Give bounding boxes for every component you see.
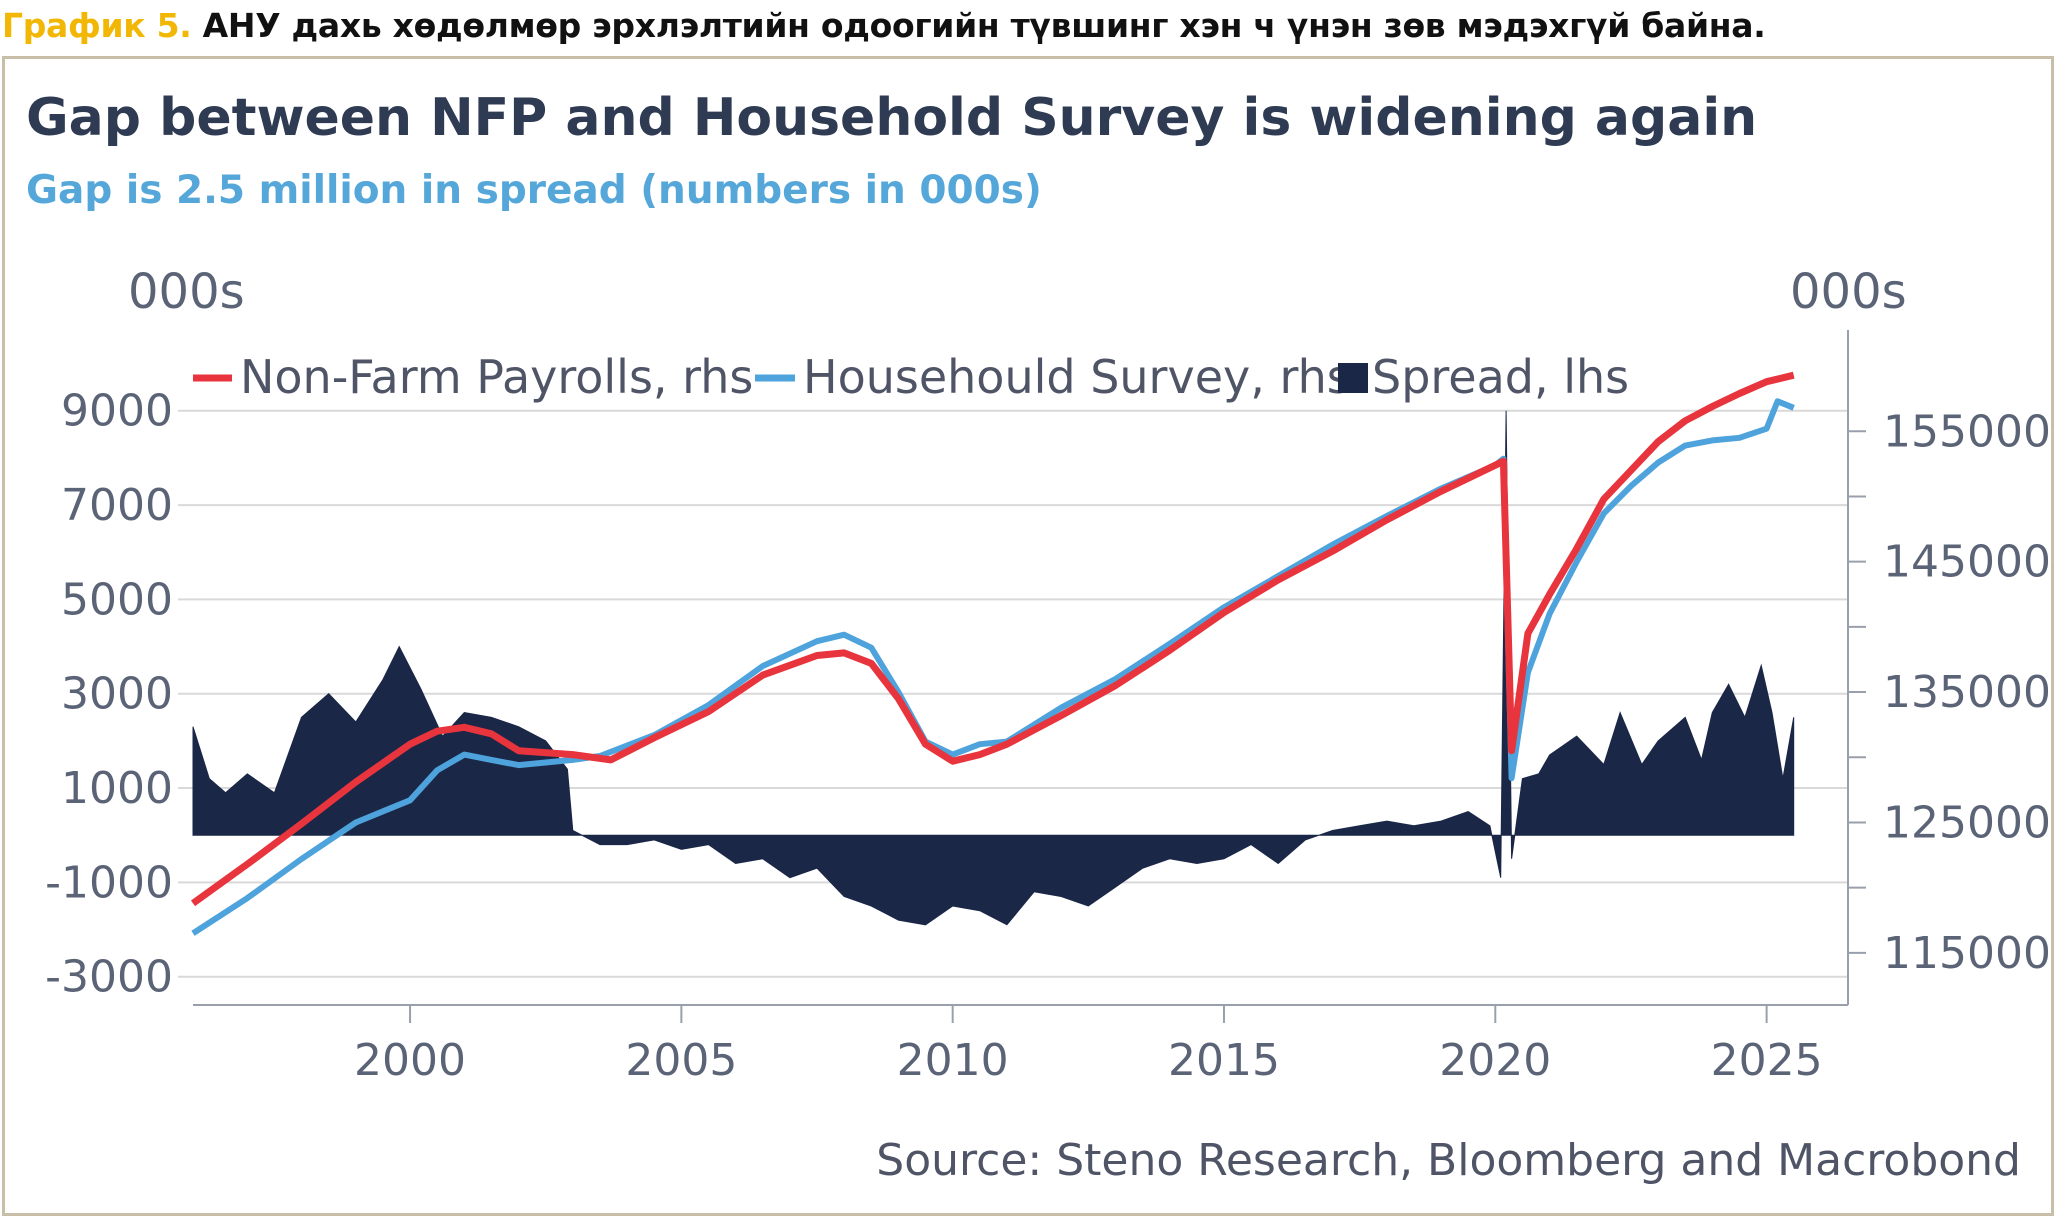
legend-label-household: Househould Survey, rhs [803,350,1351,404]
household-survey-line [191,398,1795,936]
legend-label-nfp: Non-Farm Payrolls, rhs [240,350,753,404]
spread-area [192,410,1795,926]
x-tick-label: 2020 [1439,1035,1551,1086]
left-tick-label: 7000 [61,480,173,531]
x-tick-label: 2005 [625,1035,737,1086]
x-tick-label: 2025 [1711,1035,1823,1086]
x-tick-label: 2015 [1168,1035,1280,1086]
left-tick-label: -3000 [45,952,173,1003]
x-tick-label: 2000 [354,1035,466,1086]
right-tick-label: 125000 [1883,797,2051,848]
right-tick-label: 115000 [1883,928,2051,979]
chart-frame [2,56,2054,1216]
right-tick-label: 135000 [1883,667,2051,718]
left-tick-label: -1000 [45,857,173,908]
source-note: Source: Steno Research, Bloomberg and Ma… [876,1135,2021,1186]
chart-title: Gap between NFP and Household Survey is … [26,88,1758,148]
left-tick-label: 1000 [61,763,173,814]
nfp-line [190,371,1795,907]
left-axis-unit: 000s [128,264,245,320]
left-tick-label: 9000 [61,386,173,437]
chart-subtitle: Gap is 2.5 million in spread (numbers in… [26,168,1042,213]
legend-swatch-spread [1338,363,1368,393]
legend-label-spread: Spread, lhs [1372,350,1629,404]
left-tick-label: 3000 [61,669,173,720]
left-tick-label: 5000 [61,574,173,625]
caption-text: АНУ дахь хөдөлмөр эрхлэлтийн одоогийн тү… [202,6,1766,45]
figure-caption: График 5. АНУ дахь хөдөлмөр эрхлэлтийн о… [2,6,1766,45]
caption-lead: График 5. [2,6,192,45]
spread-series-area [192,410,1795,926]
x-tick-label: 2010 [897,1035,1009,1086]
right-tick-label: 155000 [1883,406,2051,457]
right-axis-unit: 000s [1790,264,1907,320]
series-lines [190,371,1795,936]
axes: 9000 7000 5000 3000 1000 -1000 -3000 155000 1450… [45,330,2051,1086]
right-tick-label: 145000 [1883,537,2051,588]
legend: Non-Farm Payrolls, rhs Househould Survey,… [193,350,1629,404]
